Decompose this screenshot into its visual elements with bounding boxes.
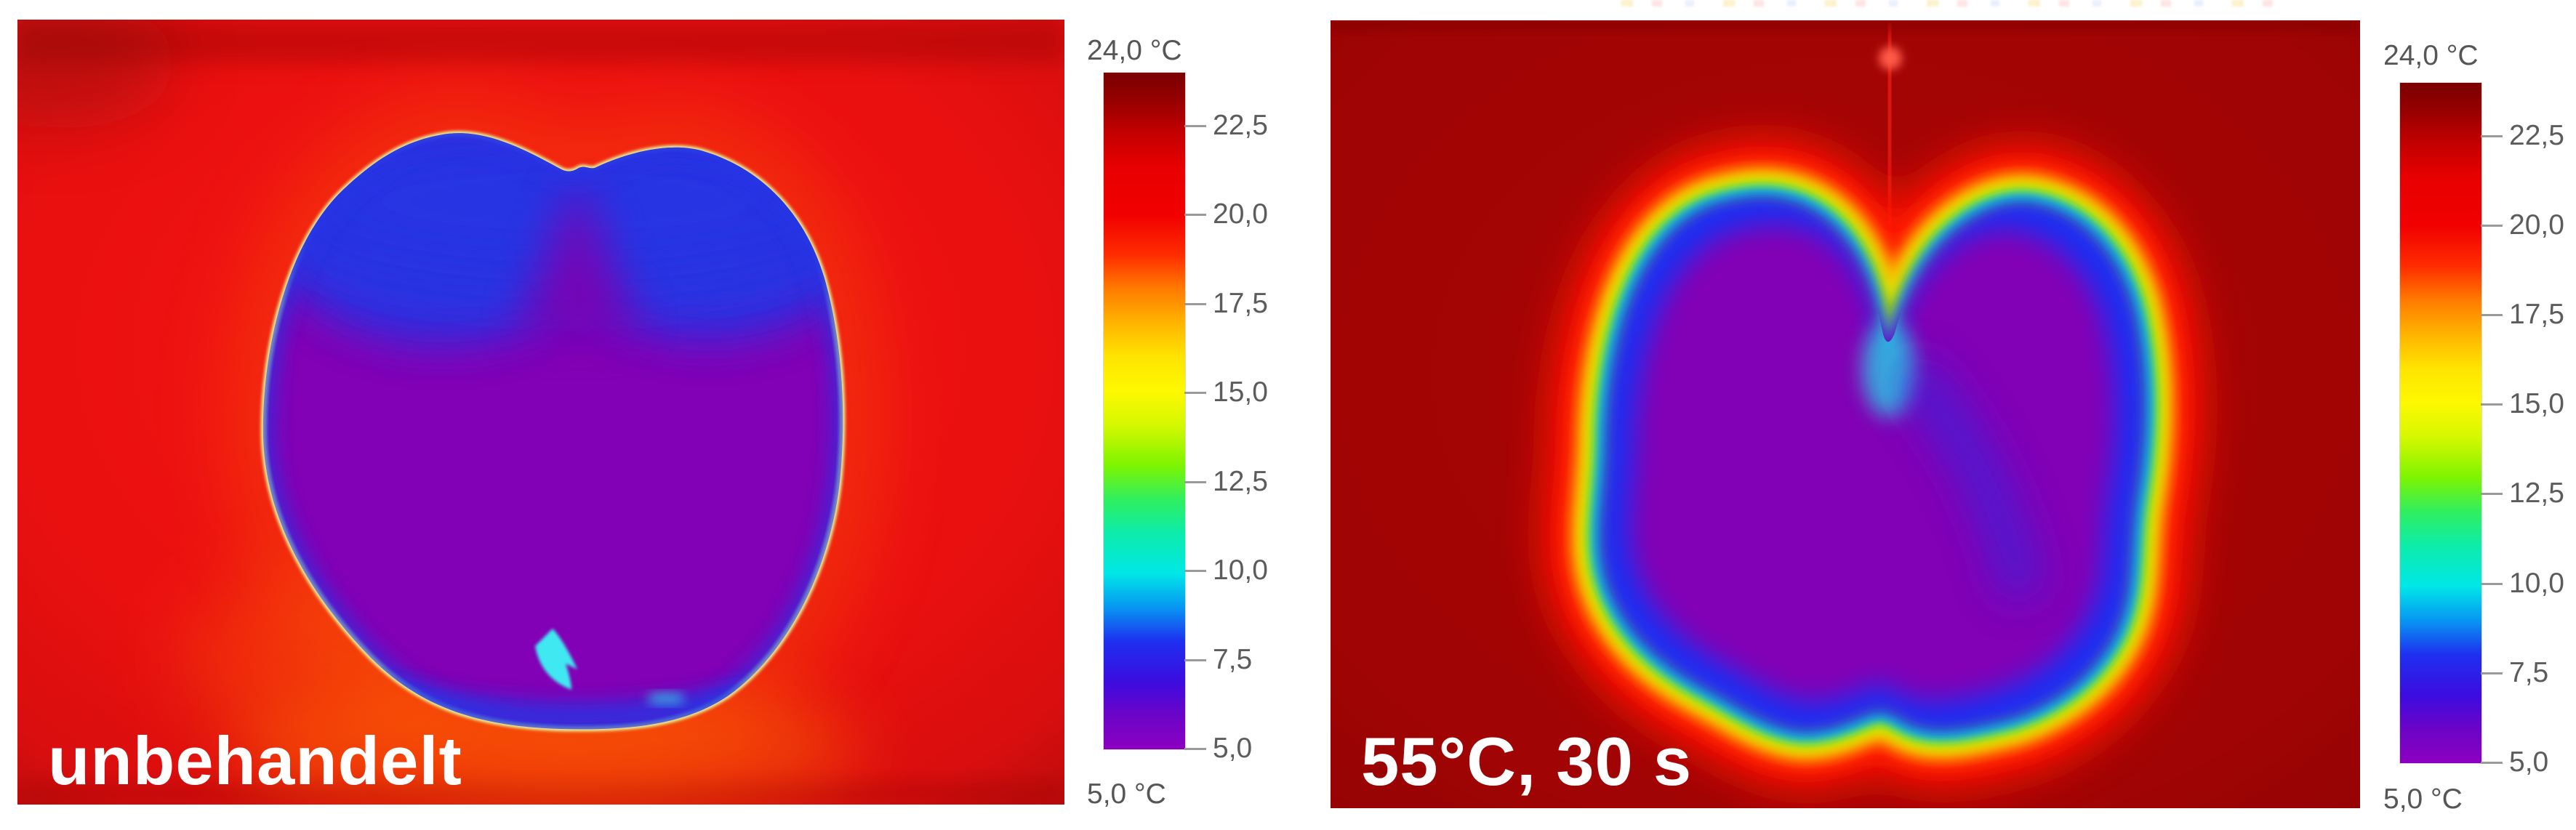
cropped-caption-artifact bbox=[1621, 0, 2276, 7]
colorbar-right-max-label: 24,0 °C bbox=[2383, 40, 2479, 71]
thermal-rendering-left bbox=[17, 20, 1064, 805]
tick-line bbox=[1184, 125, 1206, 127]
tick-label: 5,0 bbox=[1213, 733, 1253, 764]
colorbar-left-min-label: 5,0 °C bbox=[1087, 778, 1166, 810]
tick-line bbox=[2481, 672, 2503, 674]
tick-line bbox=[1184, 214, 1206, 216]
tick-label: 7,5 bbox=[1213, 644, 1253, 675]
colorbar-right-min-label: 5,0 °C bbox=[2383, 783, 2463, 815]
cyan-mark-bottom bbox=[535, 629, 577, 690]
tick-label: 15,0 bbox=[1213, 376, 1268, 408]
thermal-rendering-right bbox=[1331, 20, 2360, 808]
tick-label: 20,0 bbox=[1213, 198, 1268, 230]
inner-blue-streak bbox=[1894, 356, 2042, 599]
colorbar-left-max-label: 24,0 °C bbox=[1087, 35, 1182, 66]
tick-line bbox=[1184, 570, 1206, 572]
tick-line bbox=[1184, 481, 1206, 483]
colorbar-left bbox=[1103, 72, 1186, 750]
tick-label: 10,0 bbox=[1213, 555, 1268, 586]
tick-line bbox=[2481, 135, 2503, 137]
thermal-image-treated: 55°C, 30 s bbox=[1331, 20, 2360, 808]
tick-line bbox=[1184, 392, 1206, 394]
tick-line bbox=[1184, 748, 1206, 750]
cleft-cyan-glow bbox=[1863, 321, 1915, 417]
tick-line bbox=[2481, 583, 2503, 585]
tick-label: 20,0 bbox=[2509, 209, 2564, 241]
tick-label: 17,5 bbox=[1213, 288, 1268, 319]
panel-label-untreated: unbehandelt bbox=[48, 722, 462, 799]
colorbar-right bbox=[2399, 82, 2482, 764]
tick-line bbox=[1184, 659, 1206, 661]
tick-line bbox=[1184, 303, 1206, 305]
tick-label: 12,5 bbox=[1213, 466, 1268, 497]
apple-silhouette-untreated bbox=[263, 121, 868, 729]
tick-label: 22,5 bbox=[1213, 110, 1268, 141]
tick-label: 12,5 bbox=[2509, 478, 2564, 509]
tick-line bbox=[2481, 314, 2503, 316]
tick-line bbox=[2481, 403, 2503, 406]
tick-line bbox=[2481, 493, 2503, 495]
tick-label: 17,5 bbox=[2509, 299, 2564, 330]
panel-label-treated: 55°C, 30 s bbox=[1361, 723, 1693, 799]
apple-silhouette-treated bbox=[1597, 193, 2148, 736]
tick-line bbox=[2481, 225, 2503, 227]
thermal-image-untreated: unbehandelt bbox=[17, 20, 1064, 805]
tick-label: 7,5 bbox=[2509, 657, 2549, 688]
tick-label: 10,0 bbox=[2509, 568, 2564, 599]
tick-line bbox=[2481, 762, 2503, 764]
tick-label: 5,0 bbox=[2509, 746, 2549, 778]
tick-label: 22,5 bbox=[2509, 120, 2564, 151]
tick-label: 15,0 bbox=[2509, 388, 2564, 419]
